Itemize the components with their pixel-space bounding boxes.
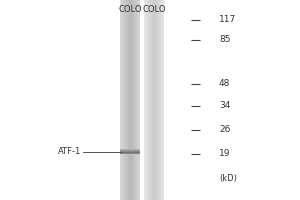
Text: 48: 48 xyxy=(219,79,230,88)
Text: 26: 26 xyxy=(219,126,230,134)
Text: 85: 85 xyxy=(219,36,230,45)
Text: 19: 19 xyxy=(219,150,230,158)
Text: COLO: COLO xyxy=(119,5,142,14)
Text: 34: 34 xyxy=(219,102,230,110)
Text: ATF-1: ATF-1 xyxy=(58,148,81,156)
Text: (kD): (kD) xyxy=(219,174,237,184)
Text: 117: 117 xyxy=(219,16,236,24)
Text: COLO: COLO xyxy=(143,5,166,14)
